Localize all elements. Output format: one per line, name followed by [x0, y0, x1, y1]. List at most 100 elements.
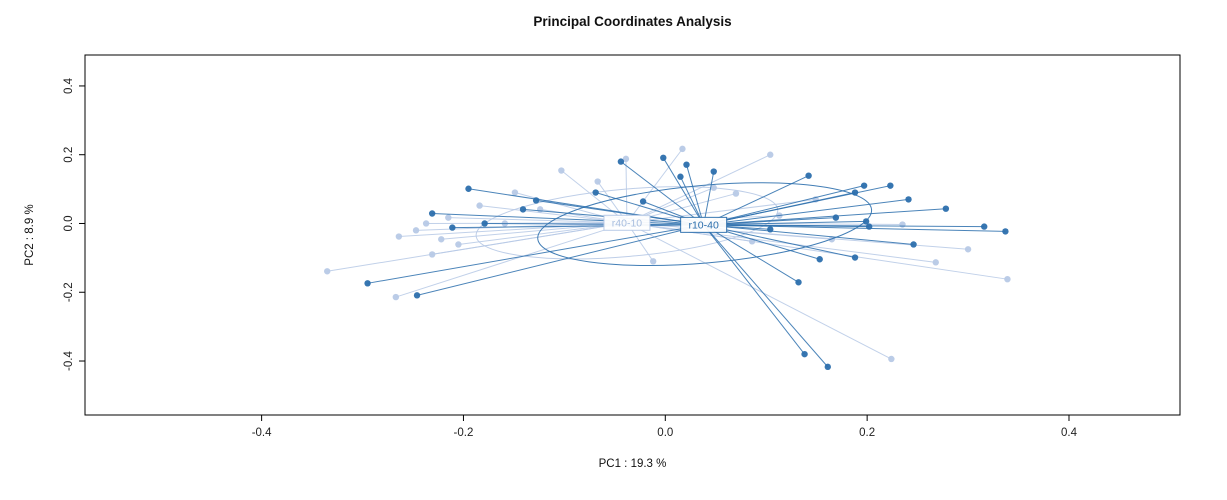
- data-point: [824, 363, 831, 371]
- spider-line: [703, 198, 909, 226]
- data-point: [558, 167, 565, 174]
- data-point: [795, 279, 802, 286]
- data-point: [860, 182, 868, 189]
- data-point: [445, 214, 452, 221]
- spider-line: [703, 224, 914, 245]
- spider-line: [703, 224, 1006, 232]
- spider-line: [703, 185, 891, 226]
- x-axis-label: PC1 : 19.3 %: [598, 458, 667, 470]
- data-point: [679, 145, 686, 153]
- spider-line: [626, 154, 771, 224]
- data-point: [710, 168, 717, 175]
- spider-line: [703, 224, 805, 355]
- spider-line: [686, 164, 705, 225]
- data-point: [905, 196, 912, 203]
- x-tick-label: -0.4: [252, 427, 272, 439]
- plot-box: [84, 54, 1181, 416]
- spider-line: [620, 161, 704, 226]
- y-tick-label: 0.0: [63, 215, 75, 231]
- data-point: [732, 190, 740, 197]
- spider-line: [625, 158, 628, 223]
- data-point: [964, 246, 972, 253]
- spider-line: [452, 224, 704, 229]
- data-point: [422, 220, 430, 227]
- data-point: [801, 350, 808, 358]
- spider-line: [416, 224, 704, 296]
- spider-line: [703, 224, 829, 368]
- data-point: [981, 223, 988, 230]
- data-point: [851, 254, 859, 261]
- centroid-label: r40-10: [612, 217, 643, 229]
- spider-line: [479, 205, 628, 224]
- data-point: [617, 158, 625, 165]
- data-point: [865, 223, 873, 230]
- data-point: [649, 258, 657, 265]
- data-point: [449, 224, 456, 231]
- data-point: [481, 220, 488, 227]
- data-point: [465, 185, 472, 192]
- centroid-label-box: [603, 214, 651, 231]
- x-tick-label: -0.2: [454, 427, 474, 439]
- spider-line: [561, 170, 628, 224]
- data-point: [887, 182, 894, 189]
- spider-line: [536, 199, 704, 226]
- data-point: [511, 189, 519, 196]
- data-point: [805, 172, 812, 179]
- centroid-label: r10-40: [688, 219, 719, 231]
- data-point: [392, 293, 400, 301]
- data-point: [639, 198, 647, 205]
- data-point: [832, 214, 840, 221]
- data-point: [324, 268, 331, 275]
- spider-line: [432, 222, 628, 255]
- spider-line: [703, 220, 867, 226]
- data-point: [1002, 228, 1009, 235]
- spider-line: [679, 176, 705, 226]
- spider-line: [703, 171, 715, 225]
- data-point: [594, 178, 601, 185]
- data-point: [455, 241, 462, 248]
- data-point: [428, 251, 436, 258]
- data-point: [942, 205, 950, 212]
- spider-line: [448, 217, 627, 224]
- y-axis-label: PC2 : 8.9 %: [24, 204, 36, 266]
- spider-line: [398, 222, 627, 238]
- data-point: [536, 206, 544, 213]
- data-point: [660, 154, 667, 162]
- data-point: [767, 151, 774, 158]
- group-ellipse: [537, 182, 873, 267]
- data-point: [592, 189, 599, 196]
- data-point: [851, 189, 859, 196]
- data-point: [710, 184, 717, 191]
- data-point: [862, 218, 870, 225]
- spider-line: [626, 222, 892, 360]
- data-point: [364, 280, 371, 287]
- centroid-label-box: [680, 216, 728, 233]
- data-point: [476, 202, 483, 209]
- spider-line: [626, 148, 683, 224]
- data-point: [816, 256, 823, 263]
- data-point: [622, 155, 630, 163]
- y-tick-label: -0.4: [63, 351, 75, 371]
- data-point: [1004, 275, 1011, 283]
- spider-line: [484, 222, 704, 226]
- data-point: [532, 197, 540, 204]
- data-point: [888, 355, 895, 363]
- data-point: [899, 221, 906, 228]
- y-tick-label: -0.2: [63, 282, 75, 302]
- spider-line: [703, 175, 809, 226]
- spider-line: [662, 157, 705, 226]
- data-point: [932, 259, 939, 266]
- spider-line: [367, 224, 704, 284]
- data-point: [910, 241, 917, 248]
- spider-line: [703, 224, 799, 283]
- x-tick-label: 0.0: [657, 427, 673, 439]
- spider-line: [703, 185, 865, 226]
- data-point: [428, 210, 436, 217]
- data-point: [767, 226, 774, 233]
- spider-line: [441, 222, 627, 240]
- data-point: [412, 227, 420, 234]
- data-point: [683, 161, 690, 168]
- y-tick-label: 0.4: [63, 77, 75, 94]
